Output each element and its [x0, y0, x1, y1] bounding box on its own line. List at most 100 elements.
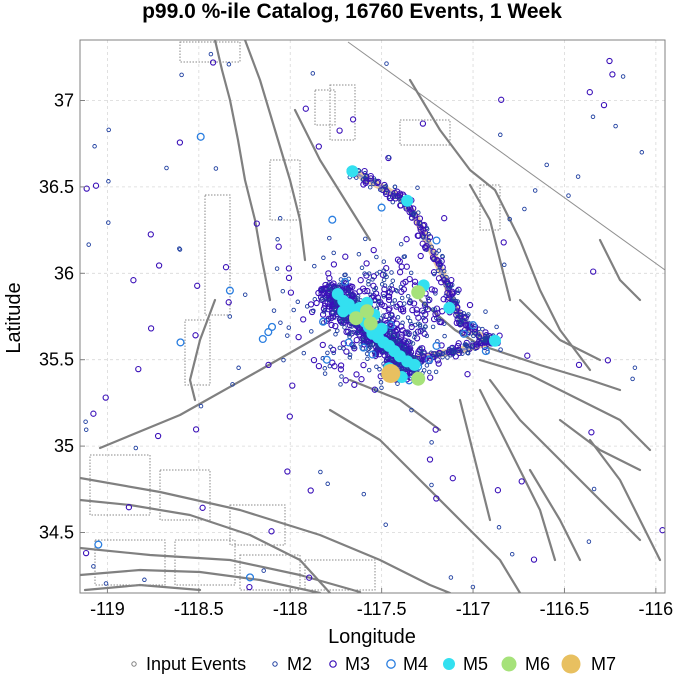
m2-event: [430, 324, 436, 330]
m3-event: [441, 215, 448, 222]
m2-event: [459, 319, 464, 324]
m3-event: [343, 348, 350, 355]
m2-event: [106, 127, 111, 133]
m3-event: [421, 317, 429, 324]
m2-event: [328, 344, 333, 350]
m2-event: [355, 294, 361, 299]
m2-event: [377, 367, 382, 372]
m3-event: [518, 478, 525, 485]
y-tick-label: 35: [54, 436, 74, 456]
m4-event: [176, 338, 185, 347]
m2-event: [92, 144, 97, 149]
m2-event: [415, 185, 420, 190]
m3-event: [426, 296, 433, 304]
m2-event: [198, 403, 204, 409]
m3-event: [361, 167, 368, 175]
m3-event: [342, 377, 349, 384]
m3-event: [432, 426, 439, 433]
m2-event: [382, 283, 388, 288]
m2-event: [285, 333, 290, 338]
m2-event: [322, 371, 328, 376]
m3-event: [403, 263, 410, 270]
m3-event: [409, 306, 416, 314]
m3-event: [332, 322, 339, 330]
m2-event: [277, 216, 283, 221]
m3-event: [411, 278, 419, 285]
m3-event: [406, 275, 413, 283]
m3-event: [455, 286, 462, 293]
m3-event: [430, 315, 438, 323]
m2-event: [366, 341, 371, 346]
m2-event: [367, 184, 373, 190]
m3-event: [302, 105, 309, 112]
m3-event: [265, 361, 272, 369]
m3-event: [285, 265, 293, 272]
m3-event: [417, 252, 424, 260]
m3-event: [449, 475, 456, 482]
m3-event: [588, 429, 595, 436]
m2-event: [566, 193, 571, 198]
m3-event: [359, 335, 366, 342]
m2-event: [347, 352, 353, 358]
m6-event: [411, 285, 426, 300]
m6-event: [349, 311, 363, 326]
m2-event: [379, 385, 384, 391]
m2-event: [417, 323, 423, 329]
fault-zone: [229, 504, 286, 546]
m2-event: [377, 187, 383, 192]
m3-event: [320, 305, 328, 312]
m2-event: [401, 254, 407, 260]
m2-event: [448, 575, 454, 580]
m2-event: [230, 382, 235, 387]
m6-event: [360, 304, 374, 319]
m3-event: [388, 286, 396, 293]
m2-event: [544, 162, 549, 168]
fault-zone: [304, 559, 376, 591]
m2-event: [392, 298, 398, 303]
m2-event: [436, 248, 442, 253]
fault-zone: [94, 539, 166, 586]
m2-event: [430, 307, 436, 312]
m3-event: [455, 346, 462, 354]
m2-event: [386, 154, 392, 160]
m3-event: [135, 365, 142, 373]
m3-event: [524, 352, 531, 359]
m3-event: [434, 257, 441, 264]
m3-event: [477, 339, 484, 347]
legend-marker: [272, 661, 278, 667]
m3-event: [448, 276, 455, 284]
m3-event: [330, 346, 337, 354]
m2-event: [142, 577, 147, 583]
legend-item-m6: M6: [501, 654, 550, 674]
x-tick-label: -119: [90, 599, 125, 619]
m3-event: [430, 248, 437, 255]
m4-event: [377, 203, 386, 212]
fault-line: [478, 343, 622, 392]
m3-event: [350, 292, 357, 299]
m3-event: [300, 316, 307, 323]
m2-event: [405, 315, 411, 320]
legend-item-input: Input Events: [131, 654, 246, 674]
m3-event: [315, 362, 323, 370]
m2-event: [339, 374, 344, 379]
m2-event: [91, 564, 96, 569]
m2-event: [407, 298, 413, 303]
m3-event: [130, 277, 137, 284]
m3-event: [192, 426, 200, 433]
m2-event: [446, 346, 452, 352]
m3-event: [454, 342, 462, 350]
m3-event: [381, 286, 388, 293]
m3-event: [285, 274, 293, 282]
m2-event: [86, 242, 91, 247]
fault-line: [243, 40, 307, 262]
m3-event: [415, 314, 422, 321]
m2-event: [319, 297, 325, 302]
m4-event: [267, 322, 277, 331]
m2-event: [361, 491, 367, 497]
m2-event: [463, 342, 468, 347]
m3-event: [475, 333, 483, 340]
m2-event: [466, 346, 471, 352]
m2-event: [355, 296, 360, 301]
m2-event: [423, 324, 428, 329]
m3-event: [353, 336, 360, 344]
